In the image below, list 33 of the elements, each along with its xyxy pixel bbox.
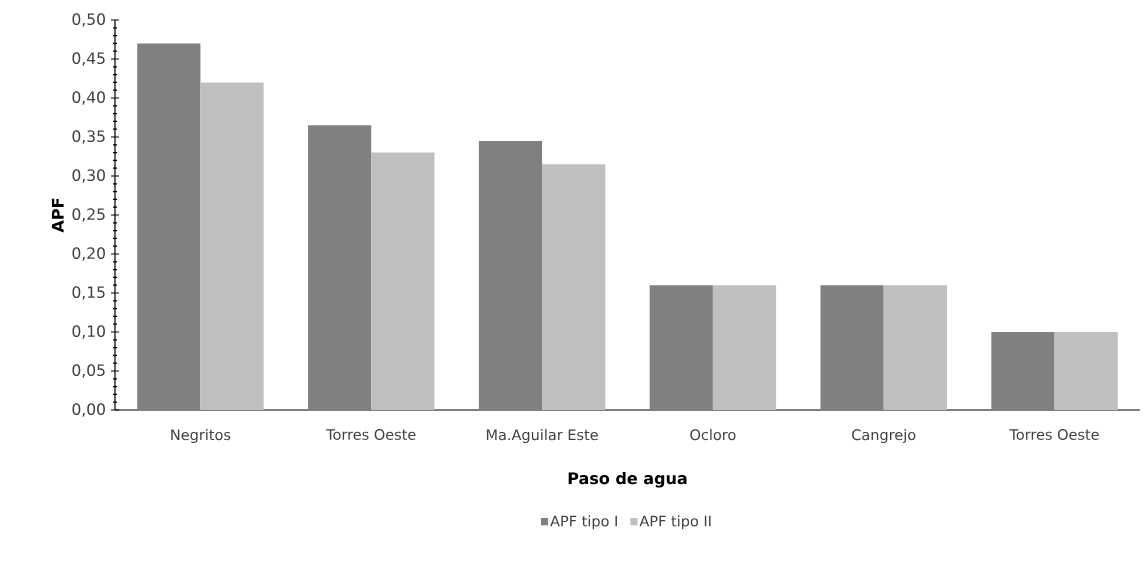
bar [1054, 331, 1118, 410]
bar [542, 164, 606, 410]
y-tick-label: 0,45 [72, 52, 105, 66]
bar [991, 331, 1055, 410]
x-axis-title: Paso de agua [568, 471, 687, 488]
y-tick-label: 0,50 [72, 13, 105, 27]
x-tick-label: Negritos [171, 429, 231, 444]
bar [478, 140, 543, 410]
x-tick-label: Cangrejo [852, 429, 916, 444]
bar [649, 285, 713, 410]
bar [883, 285, 947, 410]
y-tick-label: 0,10 [72, 325, 105, 339]
y-tick-label: 0,05 [72, 364, 105, 378]
bar [371, 152, 435, 410]
bar [308, 125, 372, 410]
bar [712, 285, 777, 410]
y-tick-label: 0,20 [72, 247, 105, 261]
bar [137, 43, 201, 410]
y-tick-label: 0,25 [72, 208, 105, 222]
y-tick-label: 0,30 [72, 169, 105, 183]
x-tick-label: Torres Oeste [326, 429, 416, 440]
x-tick-label: Ma.Aguilar Este [486, 429, 598, 444]
y-tick-label: 0,35 [72, 130, 105, 144]
legend-label: APF tipo II [639, 515, 711, 530]
x-tick-label: Ocloro [690, 429, 736, 441]
y-axis-title: APF [51, 198, 64, 233]
legend-label: APF tipo I [550, 515, 617, 530]
x-tick-label: Torres Oeste [1009, 429, 1099, 440]
bar [200, 82, 264, 410]
y-tick-label: 0,15 [72, 286, 105, 300]
y-tick-label: 0,00 [72, 403, 105, 417]
y-tick-label: 0,40 [72, 91, 105, 105]
bar [820, 285, 884, 410]
